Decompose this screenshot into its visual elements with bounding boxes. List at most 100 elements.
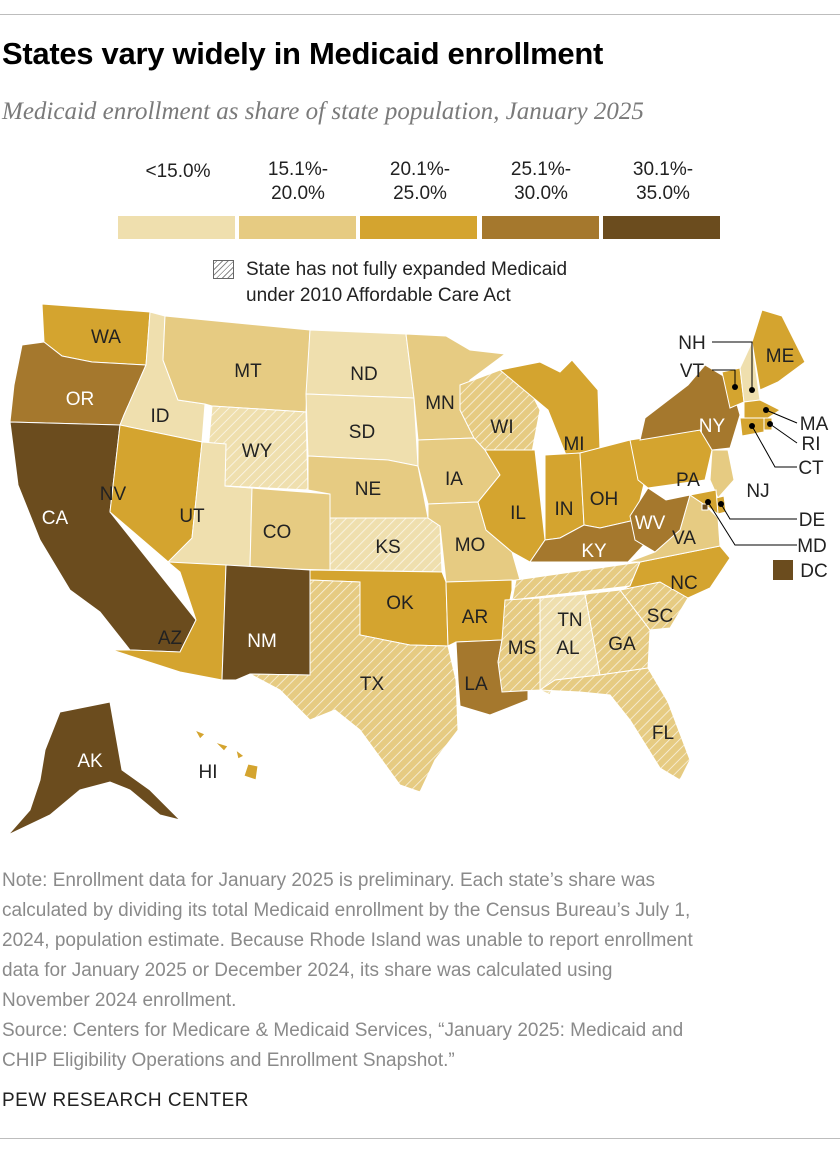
state-tx-hatch [250,580,458,792]
legend-label-3: 20.1%- 25.0% [389,159,451,204]
note-line: 2024, population estimate. Because Rhode… [2,930,693,951]
state-label-fl: FL [652,723,674,744]
chart-title: States vary widely in Medicaid enrollmen… [2,36,604,71]
state-label-nc: NC [670,573,697,594]
legend: <15.0% 15.1%- 20.0% 20.1%- 25.0% 25.1%- 30.… [118,158,728,248]
legend-label-1: <15.0% [145,161,211,182]
state-label-mo: MO [455,535,486,556]
note-line: calculated by dividing its total Medicai… [2,900,691,921]
us-map: WA OR CA ID NV MT WY UT CO AZ NM ND SD NE KS OK TX MN IA MO… [7,303,829,836]
state-label-sd: SD [349,422,375,443]
callout-dot-ma [763,407,769,413]
state-mi [498,359,601,456]
state-label-sc: SC [647,606,673,627]
state-label-ia: IA [445,469,463,490]
state-label-tn: TN [557,610,582,631]
dc-swatch [773,560,793,580]
legend-label-2: 15.1%- 20.0% [267,159,329,204]
state-label-ne: NE [355,479,381,500]
source-line: Source: Centers for Medicare & Medicaid … [2,1020,684,1041]
state-label-mt: MT [234,361,262,382]
state-label-ar: AR [462,607,488,628]
top-rule [0,14,840,15]
callout-line [707,501,797,546]
state-label-va: VA [672,528,696,549]
state-nm [221,564,311,681]
callout-dot-nh [749,387,755,393]
state-label-ks: KS [375,537,400,558]
state-label-md: MD [797,536,827,557]
callout-line [712,341,753,390]
state-dc [701,503,709,511]
state-wv [629,487,691,553]
hatch-label-line2: under 2010 Affordable Care Act [246,285,511,306]
state-al-hatch [540,594,600,695]
state-label-ct: CT [798,458,824,479]
chart-subtitle: Medicaid enrollment as share of state po… [2,98,644,125]
callout-dot-ri [767,421,773,427]
state-label-ms: MS [508,638,537,659]
note-line: Note: Enrollment data for January 2025 i… [2,870,656,891]
state-label-ny: NY [699,416,726,437]
legend-swatch-2 [239,216,356,239]
state-sc-hatch [620,582,688,630]
state-label-ma: MA [800,414,829,435]
state-label-tx: TX [360,674,385,695]
callout-line [765,409,798,424]
state-in [544,452,585,541]
hatch-swatch [213,260,234,279]
state-label-hi: HI [199,762,218,783]
state-label-wi: WI [490,417,513,438]
state-label-mn: MN [425,393,455,414]
state-label-dc: DC [800,561,827,582]
state-label-ok: OK [386,593,414,614]
callout-dot-md [705,499,711,505]
state-label-or: OR [66,389,95,410]
callout-line [712,369,736,387]
legend-swatch-1 [118,216,235,239]
note-line: November 2024 enrollment. [2,990,237,1011]
state-label-oh: OH [590,489,619,510]
callout-line [720,503,797,520]
state-label-wa: WA [91,327,121,348]
state-md [688,489,719,516]
state-label-la: LA [464,674,488,695]
state-label-wv: WV [635,513,666,534]
note-text: Note: Enrollment data for January 2025 i… [2,866,838,1076]
legend-swatch-4 [482,216,599,239]
state-label-nd: ND [350,364,377,385]
state-wi-hatch [460,370,540,452]
callout-dot-ct [749,423,755,429]
hatch-label-line1: State has not fully expanded Medicaid [246,259,568,280]
state-wy-hatch [205,406,308,490]
state-label-ga: GA [608,634,636,655]
state-me [751,309,806,391]
legend-swatch-3 [360,216,477,239]
state-nj [709,449,735,499]
state-label-id: ID [151,406,170,427]
state-hi [193,729,259,781]
state-ky [529,519,653,563]
state-label-nj: NJ [746,481,769,502]
legend-label-4: 25.1%- 30.0% [510,159,572,204]
state-label-pa: PA [676,470,700,491]
state-label-ri: RI [802,434,821,455]
legend-swatch-5 [603,216,720,239]
state-label-in: IN [555,499,574,520]
note-line: data for January 2025 or December 2024, … [2,960,613,981]
bottom-rule [0,1138,840,1139]
source-line: CHIP Eligibility Operations and Enrollme… [2,1050,455,1071]
state-label-ky: KY [581,541,607,562]
state-label-nm: NM [247,631,277,652]
state-il [477,449,546,563]
callout-dot-de [718,501,724,507]
state-label-mi: MI [563,434,584,455]
state-tn-hatch [512,562,640,600]
state-label-ut: UT [179,506,205,527]
pew-logo-text: PEW RESEARCH CENTER [2,1090,250,1111]
state-label-co: CO [263,522,292,543]
state-ma [743,399,781,419]
state-ga-hatch [585,590,650,675]
callout-line [751,425,797,468]
state-label-wy: WY [242,441,273,462]
